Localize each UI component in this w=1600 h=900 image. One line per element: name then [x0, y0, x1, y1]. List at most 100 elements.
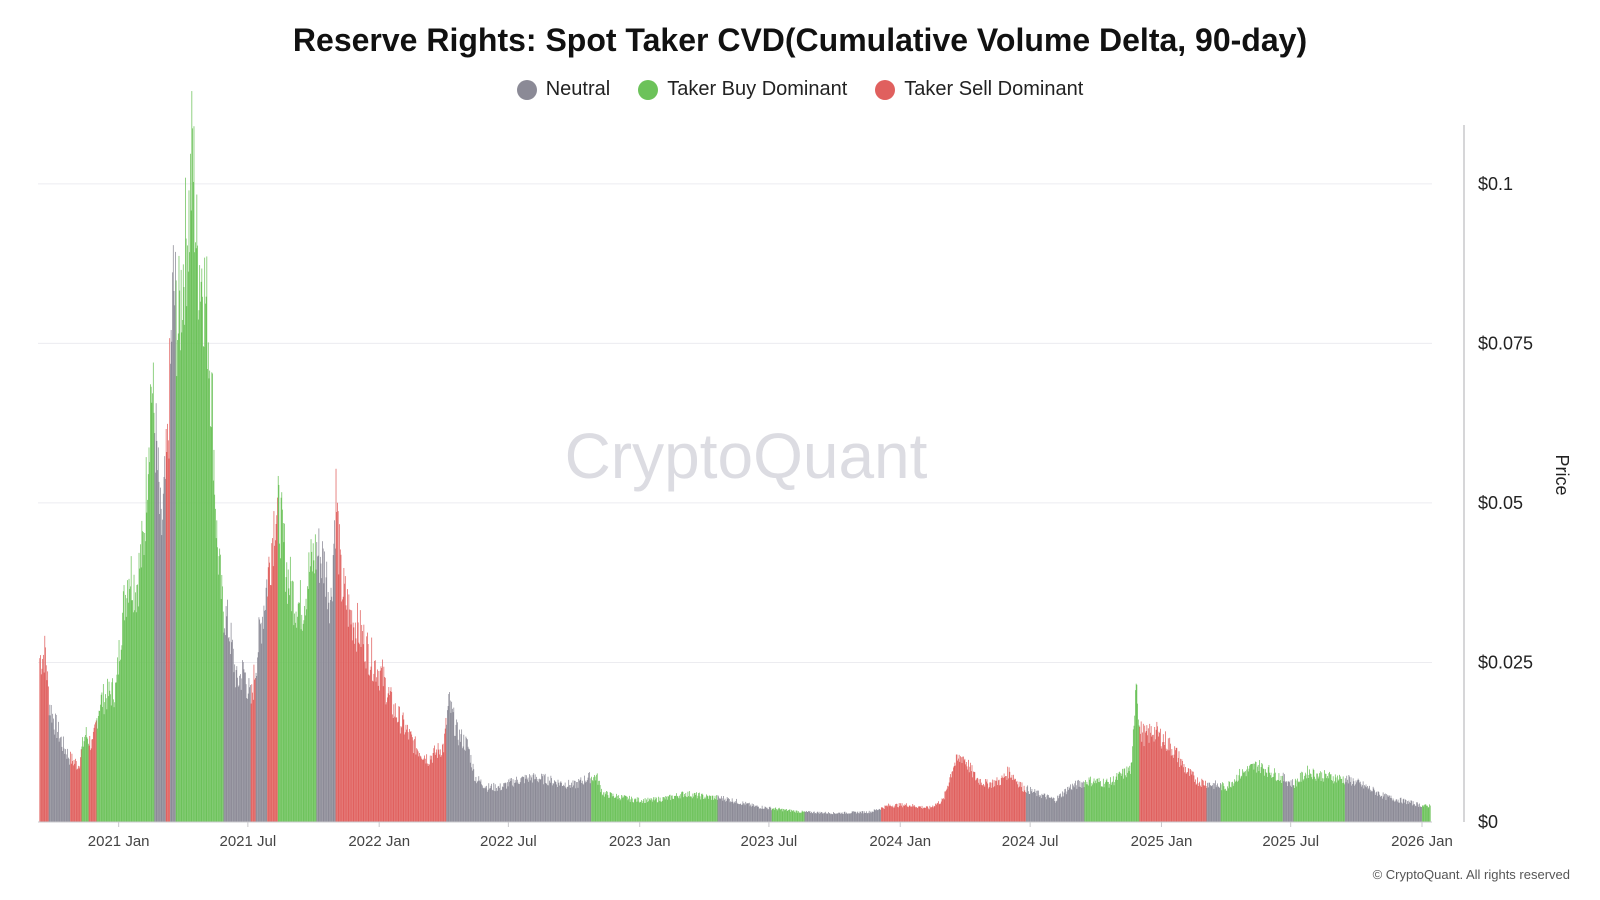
price-bar: [586, 782, 587, 822]
price-bar: [758, 808, 760, 822]
price-bar: [197, 245, 198, 822]
price-bar: [1357, 778, 1359, 822]
price-bar: [873, 809, 875, 822]
price-bar: [250, 703, 252, 822]
price-bar: [255, 672, 257, 822]
price-bar: [702, 794, 704, 822]
price-bar: [1032, 792, 1034, 822]
price-bar: [1265, 772, 1267, 822]
price-bar: [690, 795, 692, 822]
price-bar: [1240, 776, 1242, 822]
price-bar: [434, 754, 436, 822]
price-bar: [1019, 786, 1021, 822]
price-bar: [983, 785, 985, 822]
price-bar: [661, 800, 663, 822]
price-bar: [52, 713, 54, 822]
price-bar: [146, 512, 148, 822]
price-bar: [842, 813, 844, 822]
price-bar: [645, 802, 647, 822]
price-bar: [963, 760, 965, 822]
price-bar: [870, 812, 872, 822]
price-bar: [401, 727, 403, 822]
price-bar: [1051, 797, 1053, 822]
price-bar: [227, 638, 229, 822]
price-bar: [840, 813, 842, 822]
price-bar: [545, 783, 547, 822]
price-bar: [433, 748, 435, 822]
price-bar: [1339, 774, 1340, 822]
price-bar: [1348, 775, 1350, 822]
price-bar: [443, 752, 445, 822]
price-bar: [205, 303, 206, 822]
price-bar: [132, 600, 133, 822]
price-bar: [1002, 777, 1004, 822]
price-bar: [583, 784, 585, 822]
price-bar: [148, 447, 150, 822]
price-bar: [111, 682, 113, 822]
price-bar: [427, 765, 429, 822]
price-bar: [1125, 777, 1127, 822]
price-bar: [1261, 763, 1263, 822]
x-tick-label: 2024 Jul: [1002, 833, 1059, 850]
price-bar: [60, 737, 61, 822]
price-bar: [1080, 787, 1081, 822]
price-bar: [1212, 783, 1214, 822]
price-bar: [983, 783, 984, 822]
price-bar: [1050, 797, 1051, 822]
price-bar: [334, 520, 335, 822]
price-bar: [344, 576, 346, 822]
price-bar: [556, 784, 557, 822]
price-bar: [1266, 773, 1268, 822]
price-bar: [870, 811, 872, 822]
price-bar: [168, 458, 170, 822]
price-bar: [801, 812, 802, 822]
price-bar: [973, 771, 974, 822]
price-bar: [728, 799, 730, 822]
price-bar: [220, 554, 221, 822]
price-bar: [664, 799, 666, 822]
price-bar: [210, 427, 212, 822]
price-bar: [431, 755, 433, 822]
price-bar: [1273, 773, 1275, 822]
price-bar: [363, 624, 365, 822]
price-bar: [1082, 782, 1083, 822]
price-bar: [760, 808, 762, 822]
price-bar: [1204, 785, 1206, 822]
price-bar: [1033, 792, 1034, 822]
price-bar: [418, 756, 420, 822]
price-bar: [999, 785, 1001, 822]
price-bar: [1006, 779, 1008, 822]
price-bar: [1282, 775, 1283, 822]
price-bar: [370, 666, 372, 822]
price-bar: [305, 598, 307, 822]
legend-item-neutral[interactable]: Neutral: [516, 78, 610, 101]
price-bar: [435, 752, 437, 822]
legend-item-taker-buy[interactable]: Taker Buy Dominant: [638, 78, 847, 101]
price-bar: [955, 765, 956, 822]
price-bar: [1356, 782, 1358, 822]
price-bar: [615, 796, 617, 822]
price-bar: [706, 794, 707, 822]
price-bar: [631, 796, 632, 822]
price-bar: [1429, 804, 1430, 822]
price-bar: [91, 739, 93, 822]
price-bar: [1207, 787, 1209, 822]
price-bar: [379, 690, 380, 822]
price-bar: [860, 811, 862, 822]
price-bar: [781, 808, 783, 822]
price-bar: [1362, 781, 1364, 822]
price-bar: [1070, 789, 1072, 822]
price-bar: [891, 807, 893, 822]
price-bar: [244, 672, 246, 822]
price-bar: [383, 666, 385, 822]
price-bar: [302, 630, 303, 822]
legend-item-taker-sell[interactable]: Taker Sell Dominant: [875, 78, 1083, 101]
price-bar: [143, 555, 145, 822]
price-bar: [564, 782, 566, 822]
price-bar: [890, 805, 891, 822]
legend-dot-taker-buy: [638, 79, 659, 100]
price-bar: [1092, 781, 1094, 822]
y-axis-label: Price: [1552, 454, 1572, 495]
price-bar: [499, 787, 500, 822]
price-bar: [499, 783, 501, 822]
